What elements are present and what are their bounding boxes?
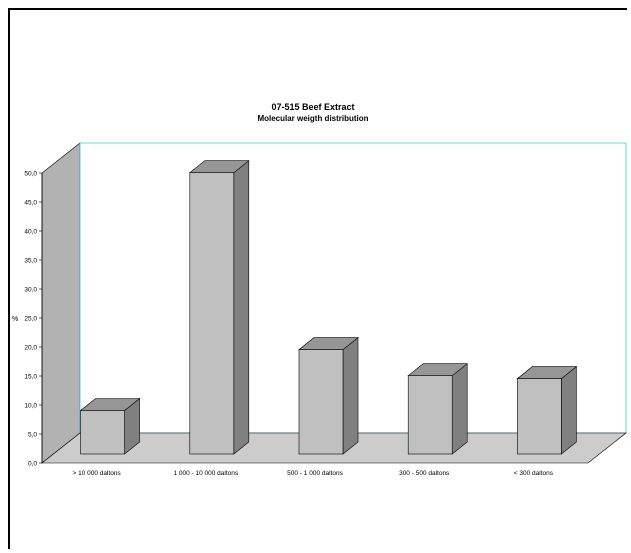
bar-top — [79, 398, 141, 411]
chart-frame — [8, 8, 627, 549]
bar — [298, 336, 359, 455]
bar-top — [407, 363, 469, 377]
y-tick-label: 40,0 — [24, 229, 37, 236]
bar-side — [561, 365, 577, 455]
x-tick-label: 1 000 - 10 000 daltons — [173, 470, 238, 477]
y-tick-label: 30,0 — [24, 287, 37, 294]
y-tick-label: 5,0 — [28, 432, 37, 439]
bar-front — [407, 375, 453, 455]
bars-group — [79, 160, 578, 455]
bar-side — [233, 160, 250, 455]
bar — [188, 160, 250, 455]
bar — [79, 397, 141, 455]
y-tick-label: 45,0 — [24, 200, 37, 207]
bar-front — [189, 172, 235, 455]
bar-front — [298, 349, 344, 455]
bar-side — [342, 336, 359, 455]
x-tick-label: > 10 000 daltons — [72, 470, 121, 477]
x-tick-label: < 300 daltons — [514, 470, 554, 477]
chart-title: 07-515 Beef Extract — [271, 102, 354, 112]
y-axis: 0,0 5,0 10,0 15,0 20,0 25,0 30,0 35,0 40,0 45,0 50… — [24, 171, 43, 468]
bar-front — [80, 410, 125, 455]
x-axis: > 10 000 daltons 1 000 - 10 000 daltons 50… — [72, 470, 553, 477]
y-axis-label: % — [12, 316, 18, 323]
chart-subtitle: Molecular weigth distribution — [257, 114, 368, 123]
y-tick-label: 15,0 — [24, 374, 37, 381]
x-tick-label: 500 - 1 000 daltons — [287, 470, 343, 477]
bar-top — [298, 337, 359, 350]
y-tick-label: 25,0 — [24, 316, 37, 323]
y-tick-label: 20,0 — [24, 345, 37, 352]
side-wall — [41, 142, 81, 464]
bar-top — [516, 366, 578, 379]
y-tick-label: 0,0 — [28, 461, 37, 468]
bar — [407, 363, 469, 455]
y-tick-label: 50,0 — [24, 171, 37, 178]
y-tick-label: 35,0 — [24, 258, 37, 265]
bar-top — [188, 160, 250, 173]
bar — [516, 365, 578, 455]
bar-side — [451, 363, 468, 455]
bar-front — [517, 378, 562, 455]
x-tick-label: 300 - 500 daltons — [399, 470, 450, 477]
y-tick-label: 10,0 — [24, 403, 37, 410]
